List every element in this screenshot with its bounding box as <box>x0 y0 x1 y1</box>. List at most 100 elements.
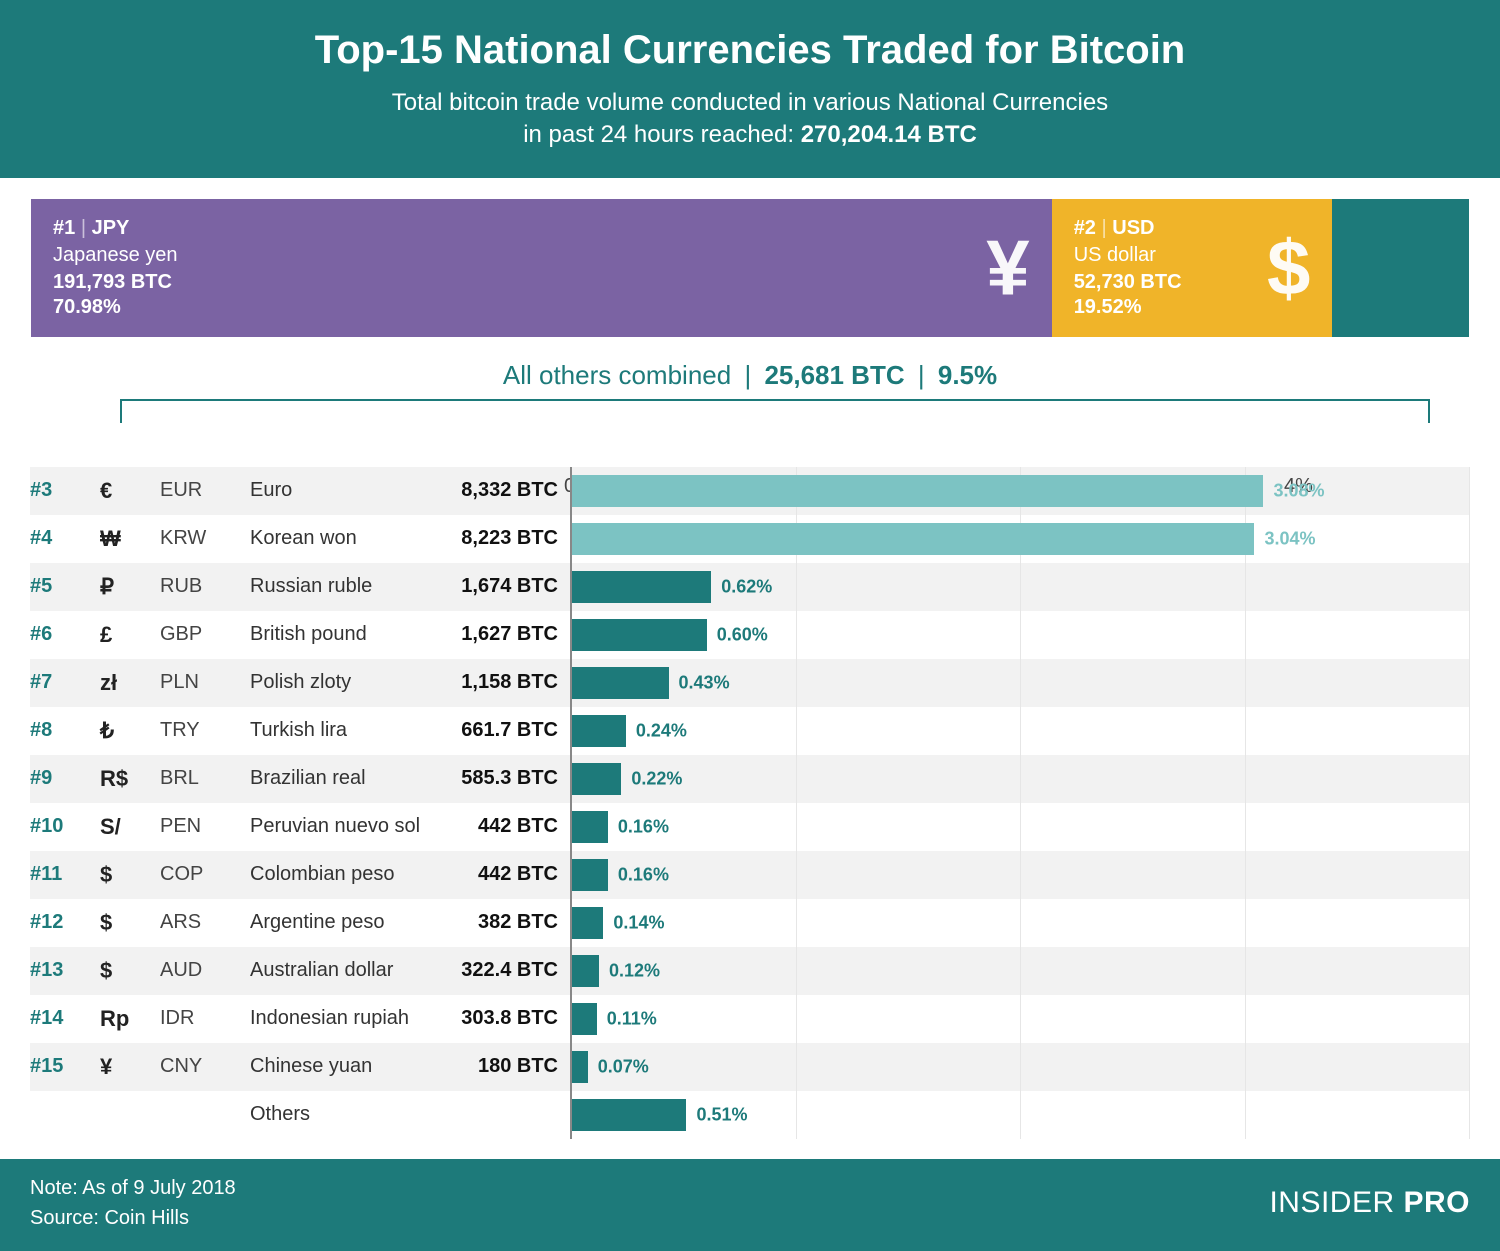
bar <box>572 619 707 651</box>
btc-amount: 442 BTC <box>450 851 570 899</box>
rank: #14 <box>30 995 100 1043</box>
currency-symbol: ₽ <box>100 563 160 611</box>
bar <box>572 955 599 987</box>
table-row: #5₽RUBRussian ruble1,674 BTC0.62% <box>30 563 1470 611</box>
btc-amount: 585.3 BTC <box>450 755 570 803</box>
currency-symbol: ₺ <box>100 707 160 755</box>
btc-amount: 1,674 BTC <box>450 563 570 611</box>
rank: #5 <box>30 563 100 611</box>
bar-pct-label: 0.51% <box>696 1104 747 1125</box>
bar-cell: 3.08% <box>570 467 1470 515</box>
currency-name: Brazilian real <box>250 755 450 803</box>
table-row: #7złPLNPolish zloty1,158 BTC0.43% <box>30 659 1470 707</box>
currency-symbol: $ <box>100 851 160 899</box>
bar-cell: 0.60% <box>570 611 1470 659</box>
table-row: #11$COPColombian peso442 BTC0.16% <box>30 851 1470 899</box>
bar-cell: 0.12% <box>570 947 1470 995</box>
currency-code: IDR <box>160 995 250 1043</box>
rank: #13 <box>30 947 100 995</box>
footer: Note: As of 9 July 2018 Source: Coin Hil… <box>0 1159 1500 1251</box>
currency-name: Russian ruble <box>250 563 450 611</box>
table-row: #9R$BRLBrazilian real585.3 BTC0.22% <box>30 755 1470 803</box>
bar <box>572 1051 588 1083</box>
all-others-label: All others combined | 25,681 BTC | 9.5% <box>30 360 1470 391</box>
bar <box>572 763 621 795</box>
header: Top-15 National Currencies Traded for Bi… <box>0 0 1500 178</box>
currency-name: British pound <box>250 611 450 659</box>
bar-pct-label: 3.08% <box>1273 480 1324 501</box>
btc-amount: 1,627 BTC <box>450 611 570 659</box>
footer-meta: Note: As of 9 July 2018 Source: Coin Hil… <box>30 1173 236 1233</box>
currency-symbol: £ <box>100 611 160 659</box>
bar-cell: 0.62% <box>570 563 1470 611</box>
table-row: #6£GBPBritish pound1,627 BTC0.60% <box>30 611 1470 659</box>
rank: #6 <box>30 611 100 659</box>
bar-pct-label: 0.16% <box>618 816 669 837</box>
rank: #12 <box>30 899 100 947</box>
bar-pct-label: 0.43% <box>679 672 730 693</box>
currency-name: Argentine peso <box>250 899 450 947</box>
currency-symbol: $ <box>100 947 160 995</box>
table-row: #12$ARSArgentine peso382 BTC0.14% <box>30 899 1470 947</box>
page-subtitle: Total bitcoin trade volume conducted in … <box>20 87 1480 152</box>
currency-name: Others <box>250 1091 450 1139</box>
btc-amount: 8,223 BTC <box>450 515 570 563</box>
rank: #3 <box>30 467 100 515</box>
currency-name: Turkish lira <box>250 707 450 755</box>
bar <box>572 1099 686 1131</box>
bar-chart-table: 01234 #3€EUREuro8,332 BTC3.08%#4₩KRWKore… <box>30 425 1470 1139</box>
bar-cell: 0.11% <box>570 995 1470 1043</box>
currency-name: Chinese yuan <box>250 1043 450 1091</box>
btc-amount: 303.8 BTC <box>450 995 570 1043</box>
btc-amount: 442 BTC <box>450 803 570 851</box>
currency-symbol-icon: $ <box>1267 222 1310 313</box>
bar <box>572 1003 597 1035</box>
btc-amount: 382 BTC <box>450 899 570 947</box>
table-row: Others 0.51% <box>30 1091 1470 1139</box>
rank: #4 <box>30 515 100 563</box>
content: #1 | JPYJapanese yen191,793 BTC70.98%¥#2… <box>0 178 1500 1139</box>
insider-pro-logo: INSIDER PRO <box>1269 1186 1470 1220</box>
rank: #9 <box>30 755 100 803</box>
bar-cell: 3.04% <box>570 515 1470 563</box>
currency-code: BRL <box>160 755 250 803</box>
top-segment-jpy: #1 | JPYJapanese yen191,793 BTC70.98%¥ <box>31 199 1052 337</box>
bar <box>572 475 1263 507</box>
table-row: #4₩KRWKorean won8,223 BTC3.04% <box>30 515 1470 563</box>
axis-row: 01234 <box>30 425 1470 467</box>
rank: #11 <box>30 851 100 899</box>
currency-code: ARS <box>160 899 250 947</box>
currency-code: EUR <box>160 467 250 515</box>
currency-symbol: S/ <box>100 803 160 851</box>
currency-symbol: zł <box>100 659 160 707</box>
bar-cell: 0.16% <box>570 803 1470 851</box>
currency-code: TRY <box>160 707 250 755</box>
currency-name: Indonesian rupiah <box>250 995 450 1043</box>
bar <box>572 811 608 843</box>
top-segment-rest <box>1332 199 1469 337</box>
bar-pct-label: 0.62% <box>721 576 772 597</box>
bar-cell: 0.43% <box>570 659 1470 707</box>
bar-pct-label: 0.12% <box>609 960 660 981</box>
currency-code: CNY <box>160 1043 250 1091</box>
bar-pct-label: 0.07% <box>598 1056 649 1077</box>
currency-code: AUD <box>160 947 250 995</box>
currency-symbol <box>100 1091 160 1139</box>
currency-name: Euro <box>250 467 450 515</box>
currency-code: PLN <box>160 659 250 707</box>
bar-pct-label: 0.14% <box>613 912 664 933</box>
rank <box>30 1091 100 1139</box>
bar <box>572 715 626 747</box>
bar-pct-label: 3.04% <box>1264 528 1315 549</box>
currency-code: GBP <box>160 611 250 659</box>
currency-name: Colombian peso <box>250 851 450 899</box>
currency-name: Korean won <box>250 515 450 563</box>
rank: #10 <box>30 803 100 851</box>
currency-name: Polish zloty <box>250 659 450 707</box>
bar-cell: 0.16% <box>570 851 1470 899</box>
bar <box>572 571 711 603</box>
table-row: #10S/PENPeruvian nuevo sol442 BTC0.16% <box>30 803 1470 851</box>
bar-cell: 0.22% <box>570 755 1470 803</box>
bar <box>572 667 669 699</box>
top-segment-usd: #2 | USDUS dollar52,730 BTC19.52%$ <box>1052 199 1333 337</box>
